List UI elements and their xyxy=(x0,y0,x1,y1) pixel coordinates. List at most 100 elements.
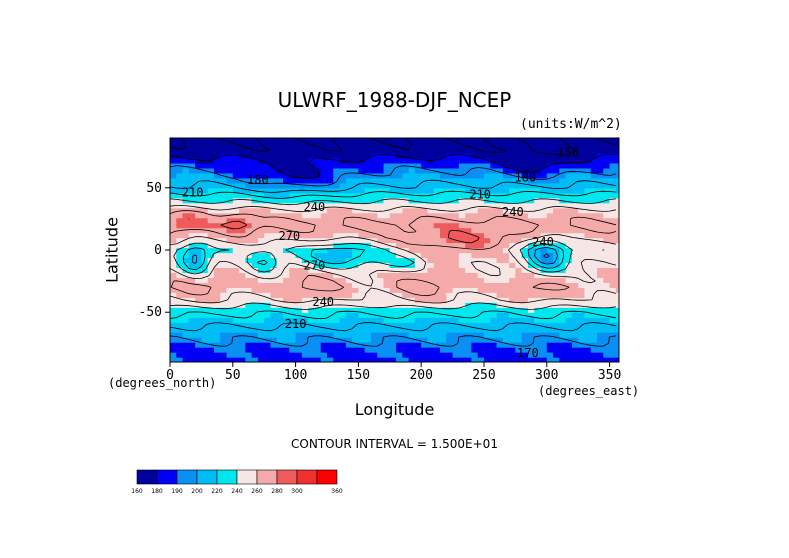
heatmap-cell xyxy=(433,207,441,214)
heatmap-cell xyxy=(446,342,454,348)
heatmap-cell xyxy=(427,147,435,154)
heatmap-cell xyxy=(201,197,209,204)
heatmap-cell xyxy=(540,142,548,149)
heatmap-cell xyxy=(239,317,246,323)
heatmap-cell xyxy=(201,287,209,293)
heatmap-cell xyxy=(345,152,353,159)
heatmap-cell xyxy=(527,267,535,273)
heatmap-cell xyxy=(195,162,202,169)
colorbar-swatch xyxy=(156,469,178,485)
heatmap-cell xyxy=(301,182,309,189)
heatmap-cell xyxy=(571,227,579,234)
heatmap-cell xyxy=(389,297,397,303)
heatmap-cell xyxy=(446,272,454,278)
heatmap-cell xyxy=(421,302,429,308)
heatmap-cell xyxy=(597,297,604,303)
heatmap-cell xyxy=(471,142,479,149)
heatmap-cell xyxy=(414,227,422,234)
heatmap-cell xyxy=(433,222,441,229)
heatmap-cell xyxy=(370,167,378,174)
heatmap-cell xyxy=(509,202,516,209)
heatmap-cell xyxy=(502,172,510,179)
heatmap-cell xyxy=(358,197,366,204)
heatmap-cell xyxy=(345,287,353,293)
heatmap-cell xyxy=(553,257,560,264)
heatmap-cell xyxy=(289,352,297,358)
heatmap-cell xyxy=(182,172,190,179)
heatmap-cell xyxy=(201,342,209,348)
heatmap-cell xyxy=(396,317,403,323)
heatmap-cell xyxy=(565,187,573,194)
heatmap-cell xyxy=(534,182,542,189)
heatmap-cell xyxy=(578,332,586,338)
heatmap-cell xyxy=(333,312,341,318)
heatmap-cell xyxy=(571,302,579,308)
heatmap-cell xyxy=(339,172,347,179)
heatmap-cell xyxy=(509,297,516,303)
heatmap-cell xyxy=(207,207,215,214)
heatmap-cell xyxy=(283,257,290,264)
heatmap-cell xyxy=(571,167,579,174)
heatmap-cell xyxy=(559,342,567,348)
heatmap-cell xyxy=(465,157,473,164)
heatmap-cell xyxy=(370,192,378,199)
heatmap-cell xyxy=(352,352,359,358)
contour-label: 240 xyxy=(312,295,334,309)
heatmap-cell xyxy=(571,232,579,239)
heatmap-cell xyxy=(320,267,328,273)
heatmap-cell xyxy=(483,352,491,358)
heatmap-cell xyxy=(584,237,592,244)
heatmap-cell xyxy=(220,187,228,194)
heatmap-cell xyxy=(396,242,403,249)
heatmap-cell xyxy=(370,297,378,303)
heatmap-cell xyxy=(490,227,498,234)
heatmap-cell xyxy=(427,272,435,278)
heatmap-cell xyxy=(414,237,422,244)
heatmap-cell xyxy=(370,138,378,144)
heatmap-cell xyxy=(402,252,410,259)
heatmap-cell xyxy=(458,252,466,259)
heatmap-cell xyxy=(232,162,240,169)
heatmap-cell xyxy=(314,157,322,164)
heatmap-cell xyxy=(396,247,403,254)
heatmap-cell xyxy=(364,272,372,278)
heatmap-cell xyxy=(308,282,316,288)
heatmap-cell xyxy=(490,317,498,323)
heatmap-cell xyxy=(333,292,341,298)
heatmap-cell xyxy=(509,302,516,308)
heatmap-cell xyxy=(301,147,309,154)
heatmap-cell xyxy=(615,297,619,303)
heatmap-cell xyxy=(421,157,429,164)
heatmap-cell xyxy=(421,202,429,209)
heatmap-cell xyxy=(546,292,554,298)
heatmap-cell xyxy=(546,157,554,164)
heatmap-cell xyxy=(213,182,221,189)
heatmap-cell xyxy=(565,167,573,174)
heatmap-cell xyxy=(170,337,177,343)
heatmap-cell xyxy=(553,202,560,209)
heatmap-cell xyxy=(270,217,278,224)
heatmap-cell xyxy=(257,347,265,353)
heatmap-cell xyxy=(521,352,529,358)
heatmap-cell xyxy=(396,147,403,154)
heatmap-cell xyxy=(571,202,579,209)
heatmap-cell xyxy=(283,192,290,199)
heatmap-cell xyxy=(452,352,460,358)
heatmap-cell xyxy=(339,307,347,313)
heatmap-cell xyxy=(440,167,447,174)
heatmap-cell xyxy=(490,307,498,313)
heatmap-cell xyxy=(389,232,397,239)
heatmap-cell xyxy=(502,167,510,174)
heatmap-cell xyxy=(370,307,378,313)
heatmap-cell xyxy=(515,332,523,338)
heatmap-cell xyxy=(264,227,272,234)
heatmap-cell xyxy=(358,222,366,229)
heatmap-cell xyxy=(345,197,353,204)
heatmap-cell xyxy=(446,247,454,254)
heatmap-cell xyxy=(182,232,190,239)
heatmap-cell xyxy=(226,327,234,333)
heatmap-cell xyxy=(383,262,391,269)
heatmap-cell xyxy=(308,317,316,323)
heatmap-cell xyxy=(433,162,441,169)
heatmap-cell xyxy=(377,292,385,298)
